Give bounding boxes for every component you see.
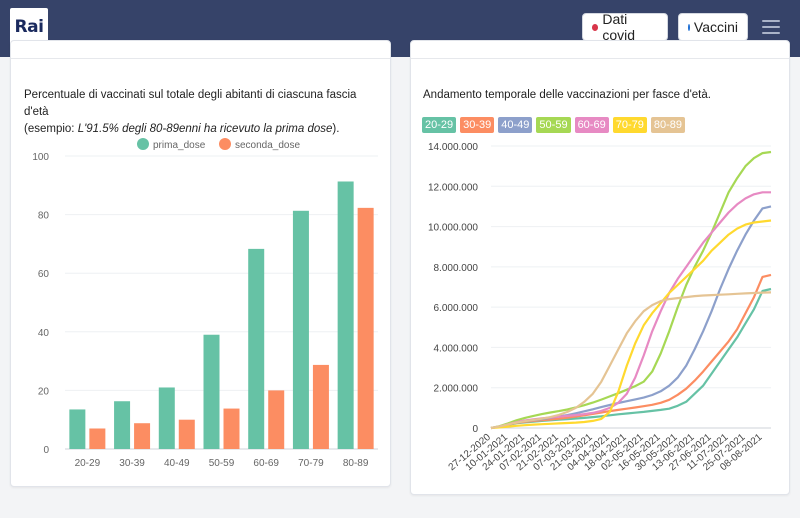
- legend-badge-30-39[interactable]: 30-39: [460, 117, 495, 133]
- legend-badge-80-89[interactable]: 80-89: [650, 117, 685, 133]
- legend-badge-50-59[interactable]: 50-59: [536, 117, 571, 133]
- legend-badge-70-79[interactable]: 70-79: [612, 117, 647, 133]
- dati-covid-label: Dati covid: [602, 11, 636, 43]
- hamburger-menu-icon[interactable]: [762, 20, 780, 34]
- age-percentage-description: Percentuale di vaccinati sul totale degl…: [24, 89, 357, 135]
- blue-dot-icon: [688, 23, 690, 31]
- legend-badge-40-49[interactable]: 40-49: [498, 117, 533, 133]
- card-header-divider: [11, 58, 390, 59]
- vaccini-label: Vaccini: [693, 19, 738, 35]
- vaccination-trend-description: Andamento temporale delle vaccinazioni p…: [423, 89, 711, 101]
- card-header-divider: [411, 58, 789, 59]
- line-chart-legend: 20-29 30-39 40-49 50-59 60-69 70-79 80-89: [422, 117, 685, 133]
- dati-covid-button[interactable]: Dati covid: [582, 11, 668, 43]
- legend-badge-20-29[interactable]: 20-29: [422, 117, 457, 133]
- red-dot-icon: [592, 23, 599, 31]
- legend-badge-60-69[interactable]: 60-69: [574, 117, 609, 133]
- rai-logo[interactable]: Rai: [10, 8, 48, 46]
- vaccini-button[interactable]: Vaccini: [678, 13, 748, 41]
- vaccination-trend-card: Andamento temporale delle vaccinazioni p…: [410, 40, 790, 495]
- age-percentage-card: Percentuale di vaccinati sul totale degl…: [10, 40, 391, 487]
